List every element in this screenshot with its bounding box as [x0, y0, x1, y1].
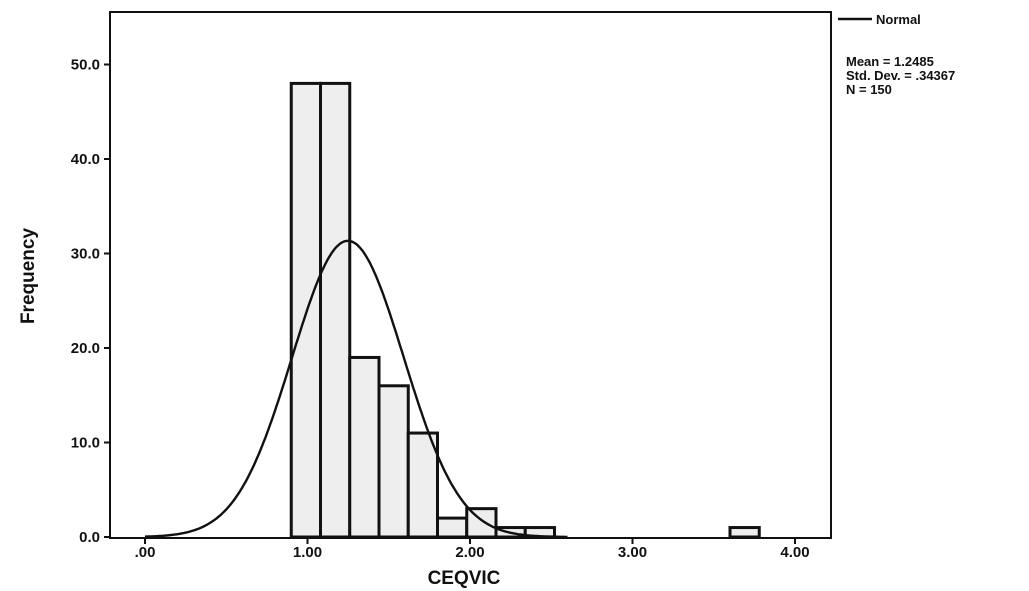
histogram-bar — [289, 81, 322, 539]
histogram-bar — [728, 526, 761, 539]
y-tick-label: 10.0 — [71, 435, 100, 452]
x-tick-label: 2.00 — [455, 544, 484, 561]
x-axis: .00 1.00 2.00 3.00 4.00 — [135, 538, 810, 561]
x-axis-title: CEQVIC — [428, 568, 501, 589]
histogram-bar — [319, 81, 352, 539]
legend-label: Normal — [876, 12, 921, 27]
y-axis: 0.0 10.0 20.0 30.0 40.0 50.0 — [71, 57, 110, 546]
x-tick-label: 3.00 — [618, 544, 647, 561]
stat-n: N = 150 — [846, 82, 892, 97]
stat-std-dev: Std. Dev. = .34367 — [846, 68, 955, 83]
y-tick-label: 30.0 — [71, 246, 100, 263]
y-axis-title: Frequency — [18, 228, 39, 325]
stat-mean: Mean = 1.2485 — [846, 54, 934, 69]
y-tick-label: 0.0 — [79, 529, 100, 546]
histogram-bar — [348, 355, 381, 539]
histogram-bar — [377, 384, 410, 539]
x-tick-label: 4.00 — [780, 544, 809, 561]
plot-frame — [109, 11, 832, 539]
bars-group — [289, 81, 761, 539]
histogram-bar — [465, 507, 498, 539]
x-tick-label: .00 — [135, 544, 156, 561]
y-tick-label: 50.0 — [71, 57, 100, 74]
y-tick-label: 20.0 — [71, 340, 100, 357]
x-tick-label: 1.00 — [293, 544, 322, 561]
histogram-bar — [436, 516, 469, 539]
normal-curve — [145, 239, 568, 539]
legend: Normal — [838, 12, 921, 27]
stats-box: Mean = 1.2485 Std. Dev. = .34367 N = 150 — [846, 54, 955, 97]
histogram-bar — [406, 431, 439, 539]
y-tick-label: 40.0 — [71, 151, 100, 168]
